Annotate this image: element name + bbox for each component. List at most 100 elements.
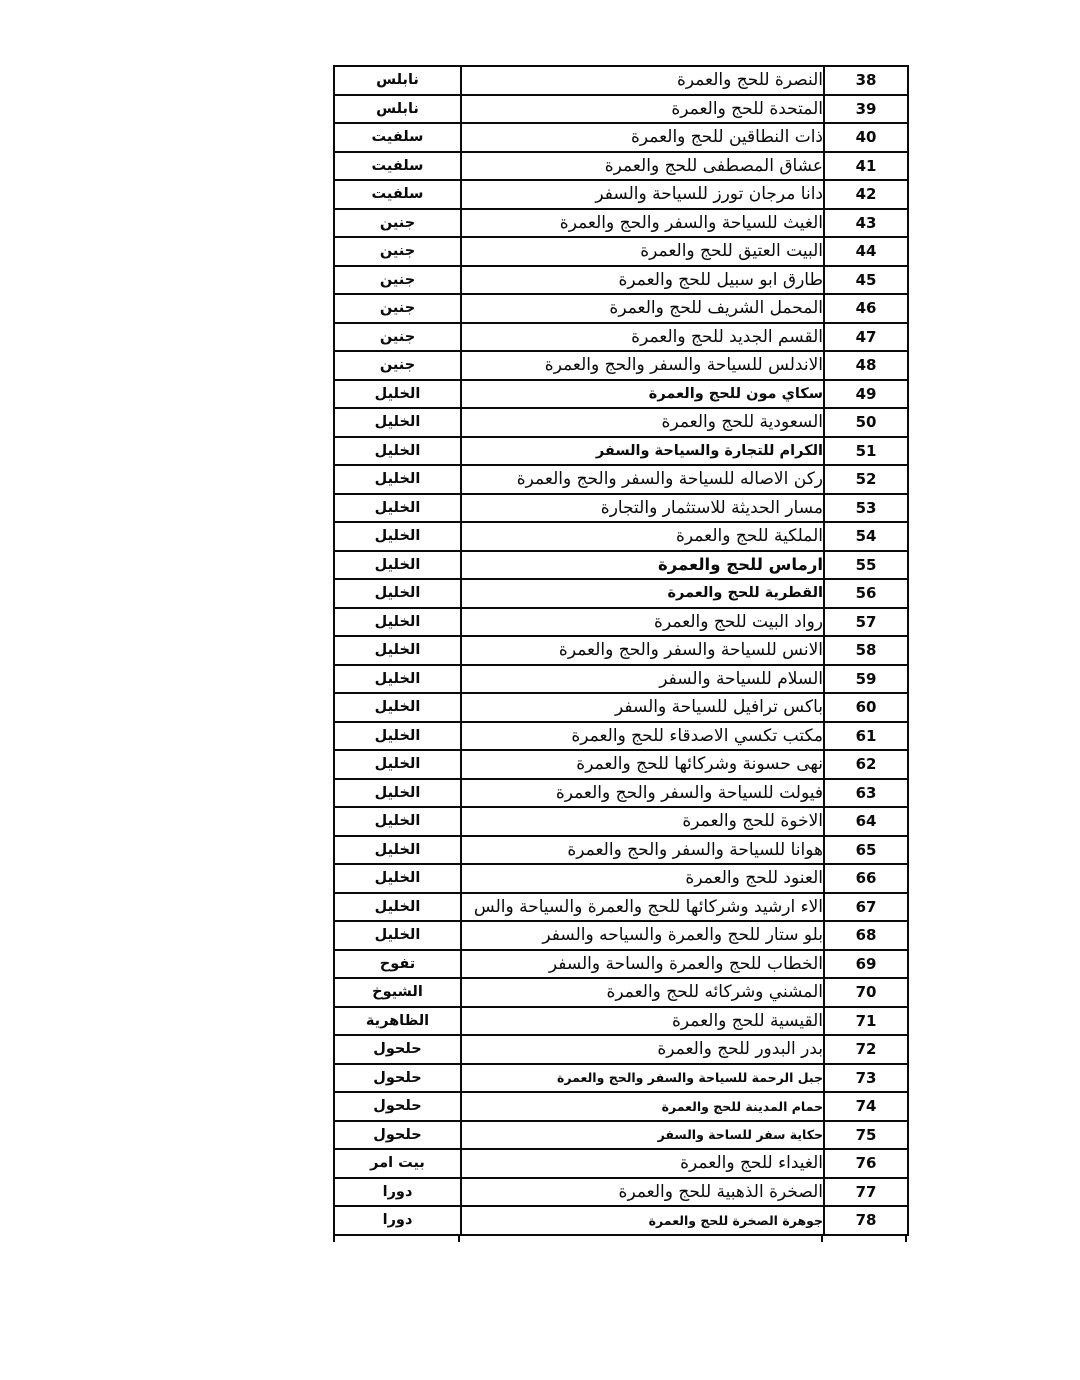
- table-row: 74 حمام المدينة للحج والعمرة حلحول: [333, 1091, 909, 1122]
- city-cell: الخليل: [333, 920, 462, 951]
- table-left-border-stub: [333, 1235, 335, 1242]
- cutoff-next-row: [333, 1235, 907, 1243]
- agency-name-cell: القسم الجديد للحج والعمرة: [460, 321, 825, 352]
- serial-number-cell: 73: [823, 1062, 909, 1093]
- agency-name-cell: الاخوة للحج والعمرة: [460, 806, 825, 837]
- table-row: 69 الخطاب للحج والعمرة والساحة والسفر تفوح: [333, 948, 909, 979]
- table-right-border-stub: [905, 1235, 907, 1242]
- serial-number-cell: 66: [823, 863, 909, 894]
- table-row: 75 حكاية سفر للساحة والسفر حلحول: [333, 1119, 909, 1150]
- serial-number-cell: 53: [823, 492, 909, 523]
- table-row: 76 الغيداء للحج والعمرة بيت امر: [333, 1148, 909, 1179]
- serial-number-cell: 75: [823, 1119, 909, 1150]
- agency-name-cell: بدر البدور للحج والعمرة: [460, 1034, 825, 1065]
- agency-name-cell: مكتب تكسي الاصدقاء للحج والعمرة: [460, 720, 825, 751]
- serial-number-cell: 38: [823, 65, 909, 96]
- table-row: 64 الاخوة للحج والعمرة الخليل: [333, 806, 909, 837]
- table-row: 42 دانا مرجان تورز للسياحة والسفر سلفيت: [333, 179, 909, 210]
- city-cell: الخليل: [333, 806, 462, 837]
- serial-number-cell: 64: [823, 806, 909, 837]
- agency-name-cell: الانس للسياحة والسفر والحج والعمرة: [460, 635, 825, 666]
- table-row: 77 الصخرة الذهبية للحج والعمرة دورا: [333, 1176, 909, 1207]
- city-cell: الخليل: [333, 749, 462, 780]
- agency-name-cell: السلام للسياحة والسفر: [460, 663, 825, 694]
- serial-number-cell: 70: [823, 977, 909, 1008]
- city-cell: دورا: [333, 1176, 462, 1207]
- table-row: 44 البيت العتيق للحج والعمرة جنين: [333, 236, 909, 267]
- agency-name-cell: نهى حسونة وشركائها للحج والعمرة: [460, 749, 825, 780]
- serial-number-cell: 68: [823, 920, 909, 951]
- city-cell: الخليل: [333, 435, 462, 466]
- city-cell: الخليل: [333, 464, 462, 495]
- serial-number-cell: 67: [823, 891, 909, 922]
- serial-number-cell: 62: [823, 749, 909, 780]
- table-row: 78 جوهرة الصخرة للحج والعمرة دورا: [333, 1205, 909, 1236]
- table-row: 54 الملكية للحج والعمرة الخليل: [333, 521, 909, 552]
- agency-table-body: 38 النصرة للحج والعمرة نابلس 39 المتحدة للحج…: [333, 65, 909, 1236]
- agency-name-cell: النصرة للحج والعمرة: [460, 65, 825, 96]
- table-row: 65 هوانا للسياحة والسفر والحج والعمرة الخل…: [333, 834, 909, 865]
- agency-name-cell: المتحدة للحج والعمرة: [460, 93, 825, 124]
- agency-name-cell: الغيداء للحج والعمرة: [460, 1148, 825, 1179]
- serial-number-cell: 72: [823, 1034, 909, 1065]
- city-cell: سلفيت: [333, 122, 462, 153]
- table-row: 56 القطرية للحج والعمرة الخليل: [333, 578, 909, 609]
- table-row: 43 الغيث للسياحة والسفر والحج والعمرة جنين: [333, 207, 909, 238]
- city-cell: جنين: [333, 264, 462, 295]
- table-row: 53 مسار الحديثة للاستثمار والتجارة الخليل: [333, 492, 909, 523]
- agency-name-cell: ارماس للحج والعمرة: [460, 549, 825, 580]
- number-divider-border-stub: [821, 1235, 823, 1242]
- table-row: 70 المشني وشركائه للحج والعمرة الشيوخ: [333, 977, 909, 1008]
- table-row: 52 ركن الاصاله للسياحة والسفر والحج والعم…: [333, 464, 909, 495]
- city-cell: الظاهرية: [333, 1005, 462, 1036]
- city-cell: جنين: [333, 236, 462, 267]
- table-row: 50 السعودية للحج والعمرة الخليل: [333, 407, 909, 438]
- agency-name-cell: حمام المدينة للحج والعمرة: [460, 1091, 825, 1122]
- agency-name-cell: الخطاب للحج والعمرة والساحة والسفر: [460, 948, 825, 979]
- agency-table: 38 النصرة للحج والعمرة نابلس 39 المتحدة للحج…: [333, 65, 909, 1236]
- agency-name-cell: مسار الحديثة للاستثمار والتجارة: [460, 492, 825, 523]
- table-row: 63 فيولت للسياحة والسفر والحج والعمرة الخل…: [333, 777, 909, 808]
- serial-number-cell: 51: [823, 435, 909, 466]
- serial-number-cell: 52: [823, 464, 909, 495]
- city-cell: الخليل: [333, 407, 462, 438]
- city-cell: الخليل: [333, 777, 462, 808]
- serial-number-cell: 47: [823, 321, 909, 352]
- serial-number-cell: 61: [823, 720, 909, 751]
- city-cell: حلحول: [333, 1034, 462, 1065]
- city-cell: جنين: [333, 207, 462, 238]
- agency-name-cell: هوانا للسياحة والسفر والحج والعمرة: [460, 834, 825, 865]
- agency-name-cell: القطرية للحج والعمرة: [460, 578, 825, 609]
- serial-number-cell: 39: [823, 93, 909, 124]
- serial-number-cell: 58: [823, 635, 909, 666]
- agency-name-cell: سكاي مون للحج والعمرة: [460, 378, 825, 409]
- agency-name-cell: العنود للحج والعمرة: [460, 863, 825, 894]
- serial-number-cell: 69: [823, 948, 909, 979]
- serial-number-cell: 78: [823, 1205, 909, 1236]
- agency-name-cell: المشني وشركائه للحج والعمرة: [460, 977, 825, 1008]
- table-row: 47 القسم الجديد للحج والعمرة جنين: [333, 321, 909, 352]
- table-row: 39 المتحدة للحج والعمرة نابلس: [333, 93, 909, 124]
- city-cell: الخليل: [333, 692, 462, 723]
- agency-name-cell: الكرام للتجارة والسياحة والسفر: [460, 435, 825, 466]
- serial-number-cell: 43: [823, 207, 909, 238]
- serial-number-cell: 44: [823, 236, 909, 267]
- serial-number-cell: 63: [823, 777, 909, 808]
- city-cell: نابلس: [333, 65, 462, 96]
- serial-number-cell: 40: [823, 122, 909, 153]
- agency-name-cell: ركن الاصاله للسياحة والسفر والحج والعمرة: [460, 464, 825, 495]
- agency-name-cell: باكس ترافيل للسياحة والسفر: [460, 692, 825, 723]
- agency-name-cell: فيولت للسياحة والسفر والحج والعمرة: [460, 777, 825, 808]
- serial-number-cell: 41: [823, 150, 909, 181]
- agency-name-cell: جبل الرحمة للسياحة والسفر والحج والعمرة: [460, 1062, 825, 1093]
- city-cell: حلحول: [333, 1119, 462, 1150]
- agency-name-cell: الملكية للحج والعمرة: [460, 521, 825, 552]
- table-row: 66 العنود للحج والعمرة الخليل: [333, 863, 909, 894]
- table-row: 49 سكاي مون للحج والعمرة الخليل: [333, 378, 909, 409]
- table-row: 40 ذات النطاقين للحج والعمرة سلفيت: [333, 122, 909, 153]
- agency-name-cell: ذات النطاقين للحج والعمرة: [460, 122, 825, 153]
- city-cell: تفوح: [333, 948, 462, 979]
- city-cell: الشيوخ: [333, 977, 462, 1008]
- serial-number-cell: 45: [823, 264, 909, 295]
